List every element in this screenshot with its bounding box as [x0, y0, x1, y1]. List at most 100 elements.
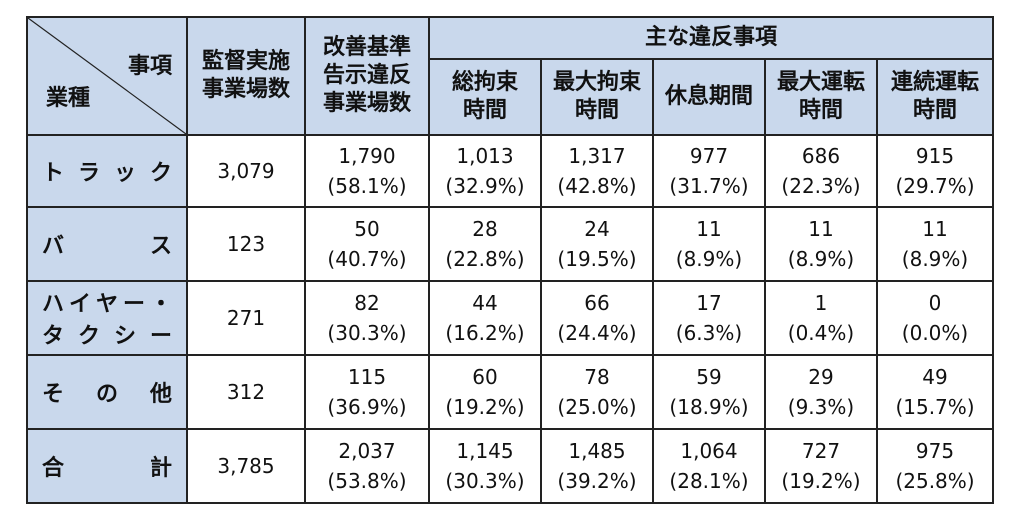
cell-item-3: 686 (22.3%)	[764, 134, 878, 208]
cell-item-3-pct: (19.2%)	[781, 469, 861, 493]
cell-item-2-count: 1,064	[680, 439, 738, 463]
cell-item-1-pct: (19.5%)	[557, 247, 637, 271]
row-label-char: 計	[149, 456, 172, 481]
cell-inspected: 123	[186, 206, 306, 282]
header-main-violations: 主な違反事項	[427, 16, 995, 60]
header-sub-4: 連続運転 時間	[875, 58, 995, 136]
cell-violations: 1,790 (58.1%)	[304, 134, 430, 208]
cell-violations: 82 (30.3%)	[304, 280, 430, 356]
cell-item-0-pct: (19.2%)	[445, 395, 525, 419]
cell-item-0-count: 60	[472, 365, 498, 389]
header-sub-0-line2: 時間	[462, 98, 507, 123]
cell-violations-pct: (30.3%)	[327, 321, 407, 345]
cell-violations: 2,037 (53.8%)	[304, 428, 430, 504]
cell-item-3-count: 727	[801, 439, 841, 463]
header-inspected-line1: 監督実施	[201, 49, 290, 74]
cell-item-0-count: 44	[472, 291, 498, 315]
row-label-char: ー	[149, 324, 172, 349]
cell-item-2-pct: (18.9%)	[669, 395, 749, 419]
table-row: ハイヤー・タクシー 271 82 (30.3%) 44 (16.2%) 66 (24.4%) 1…	[26, 280, 995, 356]
cell-item-4-count: 11	[922, 217, 948, 241]
header-sub-2: 休息期間	[652, 58, 766, 136]
cell-item-3-pct: (0.4%)	[787, 321, 855, 345]
row-label-char: イ	[68, 292, 91, 317]
cell-item-2: 977 (31.7%)	[652, 134, 766, 208]
cell-item-4-count: 49	[922, 365, 948, 389]
cell-item-1-pct: (39.2%)	[557, 469, 637, 493]
header-sub-0-line1: 総拘束	[451, 70, 518, 95]
cell-item-3: 1 (0.4%)	[764, 280, 878, 356]
row-label: バス	[26, 206, 188, 282]
row-label: ハイヤー・タクシー	[26, 280, 188, 356]
cell-item-3-pct: (8.9%)	[787, 247, 855, 271]
cell-item-3: 29 (9.3%)	[764, 354, 878, 430]
cell-violations-count: 50	[354, 217, 380, 241]
header-violations: 改善基準 告示違反 事業場数	[304, 16, 430, 136]
cell-item-1-count: 1,317	[568, 144, 626, 168]
cell-item-4: 0 (0.0%)	[875, 280, 995, 356]
cell-item-2: 17 (6.3%)	[652, 280, 766, 356]
row-label-char: ク	[77, 324, 100, 349]
cell-item-1-pct: (42.8%)	[557, 174, 637, 198]
cell-item-4-count: 915	[915, 144, 955, 168]
row-label: その他	[26, 354, 188, 430]
cell-item-1: 66 (24.4%)	[540, 280, 654, 356]
cell-item-2: 59 (18.9%)	[652, 354, 766, 430]
cell-item-4-count: 975	[915, 439, 955, 463]
corner-label-item: 事項	[127, 54, 172, 79]
row-label-char: バ	[42, 234, 65, 259]
cell-item-2-count: 11	[696, 217, 722, 241]
cell-item-3-pct: (9.3%)	[787, 395, 855, 419]
cell-item-3-count: 11	[808, 217, 834, 241]
cell-item-4-pct: (29.7%)	[895, 174, 975, 198]
cell-item-3: 11 (8.9%)	[764, 206, 878, 282]
cell-item-3-pct: (22.3%)	[781, 174, 861, 198]
table-row: そ の 他 312 115 (36.9%) 60 (19.2%) 78 (25.0%) 59 (18.…	[26, 354, 995, 430]
cell-item-4: 915 (29.7%)	[875, 134, 995, 208]
header-sub-3-line2: 時間	[798, 98, 843, 123]
header-sub-1: 最大拘束 時間	[540, 58, 654, 136]
cell-item-4: 11 (8.9%)	[875, 206, 995, 282]
table-row: トラック 3,079 1,790 (58.1%) 1,013 (32.9%) 1,317 (4…	[26, 134, 995, 208]
cell-item-1-pct: (24.4%)	[557, 321, 637, 345]
row-label: トラック	[26, 134, 188, 208]
row-label-char: ッ	[113, 161, 136, 186]
row-label-char: シ	[113, 324, 136, 349]
cell-inspected: 312	[186, 354, 306, 430]
corner-label-industry: 業種	[46, 86, 91, 111]
header-violations-line3: 事業場数	[322, 91, 411, 116]
row-label-char: の	[95, 382, 118, 407]
cell-item-1-count: 1,485	[568, 439, 626, 463]
row-label-char: ト	[42, 161, 65, 186]
cell-item-0-count: 1,013	[456, 144, 514, 168]
cell-item-1: 78 (25.0%)	[540, 354, 654, 430]
row-label: 合計	[26, 428, 188, 504]
cell-item-2: 11 (8.9%)	[652, 206, 766, 282]
cell-violations-pct: (58.1%)	[327, 174, 407, 198]
table-row: バス 123 50 (40.7%) 28 (22.8%) 24 (19.5%) 11 (8.9%)…	[26, 206, 995, 282]
cell-item-3-count: 1	[814, 291, 828, 315]
header-sub-1-line1: 最大拘束	[552, 70, 641, 95]
row-label-char: タ	[42, 324, 65, 349]
cell-item-2: 1,064 (28.1%)	[652, 428, 766, 504]
cell-violations-pct: (40.7%)	[327, 247, 407, 271]
cell-item-2-pct: (6.3%)	[675, 321, 743, 345]
cell-item-0-pct: (32.9%)	[445, 174, 525, 198]
cell-item-1-count: 66	[584, 291, 610, 315]
header-sub-4-line1: 連続運転	[891, 70, 980, 95]
cell-inspected-value: 3,079	[217, 159, 275, 183]
cell-violations-pct: (36.9%)	[327, 395, 407, 419]
cell-inspected: 271	[186, 280, 306, 356]
header-inspected: 監督実施 事業場数	[186, 16, 306, 136]
cell-item-2-count: 17	[696, 291, 722, 315]
cell-item-1-pct: (25.0%)	[557, 395, 637, 419]
cell-violations-count: 2,037	[338, 439, 396, 463]
cell-item-1-count: 78	[584, 365, 610, 389]
table-row: 合計 3,785 2,037 (53.8%) 1,145 (30.3%) 1,485 (39.…	[26, 428, 995, 504]
cell-item-4: 49 (15.7%)	[875, 354, 995, 430]
cell-item-0-count: 1,145	[456, 439, 514, 463]
cell-item-0: 60 (19.2%)	[428, 354, 542, 430]
cell-violations: 115 (36.9%)	[304, 354, 430, 430]
cell-item-3-count: 29	[808, 365, 834, 389]
cell-item-1: 1,485 (39.2%)	[540, 428, 654, 504]
